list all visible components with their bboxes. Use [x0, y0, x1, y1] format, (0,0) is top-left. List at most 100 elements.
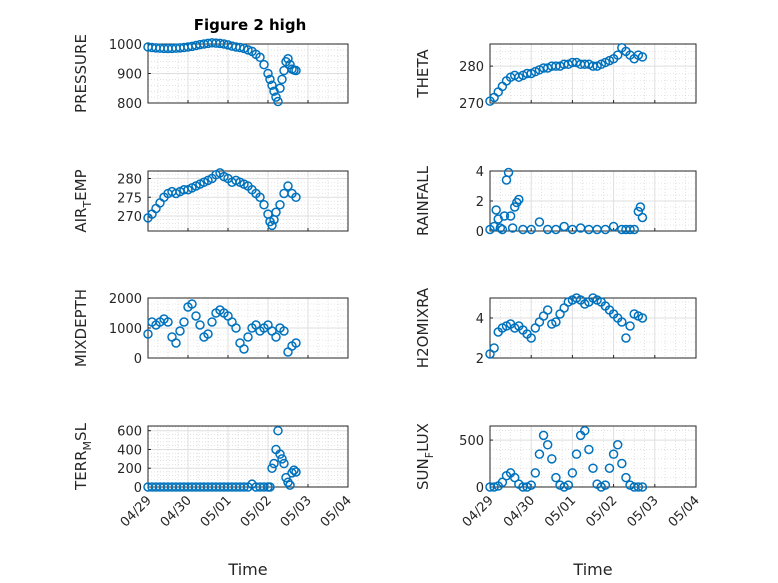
- data-point: [534, 217, 545, 227]
- data-point: [526, 224, 536, 235]
- y-tick-label: 1000: [109, 322, 142, 337]
- data-point: [187, 299, 197, 309]
- data-point: [637, 313, 648, 323]
- axes-box: [489, 43, 697, 104]
- data-point: [283, 54, 293, 64]
- data-point: [625, 224, 635, 235]
- data-point: [203, 329, 213, 339]
- y-tick-label: 0: [476, 225, 484, 240]
- data-point: [267, 80, 277, 91]
- data-point: [267, 463, 277, 473]
- data-point: [269, 458, 279, 469]
- data-point: [259, 200, 269, 210]
- subplot-theta: 270 280 THETA: [414, 42, 697, 112]
- data-point: [559, 221, 569, 232]
- data-point: [489, 482, 499, 492]
- data-point: [275, 83, 285, 93]
- data-point: [571, 449, 582, 459]
- data-point: [271, 332, 281, 342]
- data-point: [179, 317, 189, 327]
- data-point: [243, 332, 253, 342]
- data-point: [637, 482, 648, 492]
- data-point: [283, 181, 293, 191]
- data-point: [505, 211, 516, 221]
- y-tick-label: 2: [476, 195, 484, 210]
- data-point: [143, 329, 153, 339]
- data-point: [259, 482, 269, 492]
- data-point: [534, 449, 545, 459]
- y-tick-label: 1000: [109, 38, 142, 53]
- data-point: [588, 463, 598, 473]
- data-point: [530, 468, 541, 478]
- data-point: [538, 430, 549, 441]
- data-point: [542, 440, 553, 450]
- data-point: [526, 480, 536, 490]
- x-tick-label: 05/02: [238, 493, 275, 530]
- data-point: [291, 192, 301, 202]
- subplot-pressure: 800 900 1000 PRESSURE: [72, 34, 349, 113]
- data-point: [259, 59, 269, 70]
- x-tick-label: 04/29: [118, 493, 155, 530]
- data-point: [503, 167, 514, 178]
- data-point: [285, 480, 295, 490]
- y-tick-label: 280: [459, 60, 484, 75]
- y-tick-label: 2000: [109, 292, 142, 307]
- data-point: [175, 326, 185, 336]
- data-point: [281, 472, 291, 483]
- data-point: [255, 192, 265, 202]
- axes-box: [489, 425, 697, 488]
- data-point: [263, 68, 273, 79]
- data-point: [239, 344, 249, 354]
- data-point: [271, 92, 281, 102]
- x-tick-label: 04/30: [158, 493, 195, 530]
- data-point: [637, 52, 648, 62]
- y-tick-label: 500: [459, 434, 484, 449]
- data-point: [239, 482, 249, 492]
- data-point: [567, 468, 578, 478]
- y-tick-label: 2: [476, 352, 484, 367]
- y-tick-label: 800: [117, 97, 142, 112]
- data-point: [291, 467, 301, 477]
- data-point: [617, 458, 627, 469]
- data-point: [551, 224, 561, 235]
- data-point: [171, 338, 181, 348]
- data-point: [526, 333, 536, 343]
- y-tick-label: 900: [117, 68, 142, 83]
- y-tick-label: 400: [117, 443, 142, 458]
- x-tick-label: 05/04: [318, 493, 355, 530]
- data-point: [608, 449, 619, 459]
- x-tick-label: 05/01: [542, 493, 579, 530]
- data-point: [191, 311, 201, 321]
- data-point: [273, 96, 283, 107]
- data-point: [563, 480, 574, 490]
- subplot-sun-flux: 0 500 SUNFLUX 04/29 04/30 05/01 05/02 05/03 05/0…: [414, 423, 703, 579]
- data-point: [273, 425, 283, 436]
- y-axis-label: MIXDEPTH: [72, 289, 90, 367]
- y-tick-label: 4: [476, 312, 484, 327]
- x-tick-label: 05/01: [198, 493, 235, 530]
- x-tick-label: 05/03: [625, 493, 662, 530]
- y-axis-label: H2OMIXRA: [414, 287, 432, 368]
- data-point: [542, 305, 553, 315]
- data-point: [279, 458, 289, 469]
- data-point: [580, 425, 590, 436]
- data-point: [600, 480, 611, 490]
- data-point: [277, 74, 287, 85]
- x-tick-label: 04/29: [460, 493, 497, 530]
- data-point: [207, 317, 217, 327]
- data-point: [633, 482, 644, 492]
- data-point: [499, 211, 510, 221]
- data-point: [255, 52, 265, 63]
- data-point: [271, 207, 281, 217]
- y-axis-label: SUNFLUX: [414, 423, 436, 490]
- y-axis-label: AIRTEMP: [72, 169, 94, 232]
- data-point: [495, 223, 506, 233]
- subplot-mixdepth: 0 1000 2000 MIXDEPTH: [72, 289, 349, 367]
- y-axis-label: RAINFALL: [414, 165, 432, 236]
- data-point: [600, 224, 611, 235]
- y-tick-label: 270: [117, 210, 142, 225]
- x-tick-label: 04/30: [501, 493, 538, 530]
- data-point: [489, 343, 499, 353]
